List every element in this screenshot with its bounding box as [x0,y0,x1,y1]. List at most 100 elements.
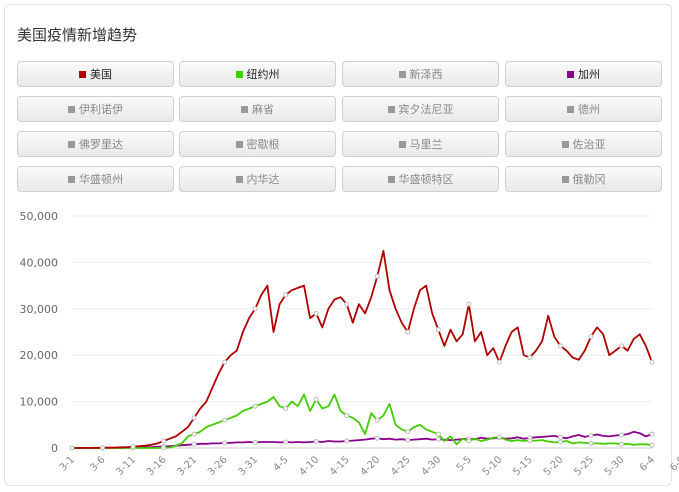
series-2-point [344,438,350,444]
region-button-3[interactable]: 加州 [505,61,662,87]
region-button-12[interactable]: 华盛顿州 [17,166,174,192]
series-2-point [618,432,624,438]
y-tick-label: 30,000 [20,303,59,316]
region-button-label: 宾夕法尼亚 [398,103,454,116]
series-2-point [557,434,563,440]
series-2-point [405,437,411,443]
series-0-point [100,445,106,451]
legend-swatch-icon [68,175,75,183]
legend-swatch-icon [241,105,248,113]
x-tick-label: 4-20 [359,454,383,478]
x-tick-label: 3-16 [145,454,169,478]
region-button-8[interactable]: 佛罗里达 [17,131,174,157]
series-1-point [283,406,289,412]
region-button-label: 佐治亚 [572,138,606,151]
region-button-label: 纽约州 [246,68,280,81]
region-button-11[interactable]: 佐治亚 [505,131,662,157]
series-0-point [405,329,411,335]
series-0-point [283,292,289,298]
x-tick-label: 3-1 [58,454,77,473]
region-button-9[interactable]: 密歇根 [179,131,336,157]
region-button-0[interactable]: 美国 [17,61,174,87]
x-tick-label: 5-10 [481,454,505,478]
region-button-13[interactable]: 内华达 [179,166,336,192]
series-1-point [527,438,533,444]
legend-swatch-icon [567,70,574,78]
region-button-15[interactable]: 俄勒冈 [505,166,662,192]
series-2-point [588,432,594,438]
region-button-label: 密歇根 [246,138,280,151]
legend-swatch-icon [79,70,86,78]
region-button-10[interactable]: 马里兰 [342,131,499,157]
series-0-point [252,306,258,312]
series-2-point [283,439,289,445]
series-2-point [374,435,380,441]
legend-swatch-icon [68,140,75,148]
region-button-label: 麻省 [252,103,274,116]
y-tick-label: 10,000 [20,396,59,409]
region-button-1[interactable]: 纽约州 [179,61,336,87]
y-tick-label: 0 [51,442,58,455]
legend-swatch-icon [235,175,243,183]
x-tick-label: 4-30 [420,454,444,478]
series-1-point [344,413,350,419]
series-0-point [649,359,655,365]
series-1-point [222,417,228,423]
legend-swatch-icon [235,140,243,148]
region-button-14[interactable]: 华盛顿特区 [342,166,499,192]
series-2-point [649,431,655,437]
region-button-label: 美国 [90,68,112,81]
x-tick-label: 3-6 [88,454,107,473]
legend-swatch-icon [235,70,243,78]
series-1-point [435,431,441,437]
series-0-point [496,359,502,365]
x-tick-label: 3-11 [114,454,138,478]
region-button-label: 马里兰 [409,138,443,151]
series-1-point [466,438,472,444]
series-0-point [161,438,167,444]
region-button-2[interactable]: 新泽西 [342,61,499,87]
region-button-label: 伊利诺伊 [79,103,123,116]
x-tick-label: 6-4 [638,454,657,473]
series-1-point [252,403,258,409]
region-button-5[interactable]: 麻省 [179,96,336,122]
legend-swatch-icon [387,105,395,113]
series-0-point [435,327,441,333]
region-button-7[interactable]: 德州 [505,96,662,122]
series-1-point [649,442,655,448]
series-2-point [252,439,258,445]
series-2-point [191,441,197,447]
x-tick-label: 4-25 [389,454,413,478]
series-2-point [435,436,441,442]
series-0-point [130,444,136,450]
series-0-point [466,301,472,307]
legend-swatch-icon [398,70,406,78]
legend-swatch-icon [398,140,406,148]
region-button-label: 华盛顿特区 [398,173,454,186]
region-button-label: 俄勒冈 [572,173,606,186]
x-tick-label: 5-5 [455,454,474,473]
region-button-label: 新泽西 [409,68,443,81]
region-button-6[interactable]: 宾夕法尼亚 [342,96,499,122]
series-1-point [405,429,411,435]
series-1-point [496,434,502,440]
x-tick-label: 4-15 [328,454,352,478]
x-tick-label: 5-15 [511,454,535,478]
series-0-point [313,310,319,316]
region-button-label: 加州 [578,68,600,81]
x-tick-label: 5-30 [603,454,627,478]
series-0-point [374,273,380,279]
series-line-2 [72,430,653,449]
x-tick-label: 3-31 [236,454,260,478]
region-button-label: 德州 [578,103,600,116]
legend-swatch-icon [561,175,569,183]
region-button-4[interactable]: 伊利诺伊 [17,96,174,122]
legend-swatch-icon [68,105,75,113]
series-2-point [222,440,228,446]
series-2-point [313,439,319,445]
x-tick-label: 4-5 [271,454,290,473]
x-tick-label: 3-21 [175,454,199,478]
x-tick-label: 3-26 [206,454,230,478]
x-tick-label: 6-9 [668,454,679,473]
